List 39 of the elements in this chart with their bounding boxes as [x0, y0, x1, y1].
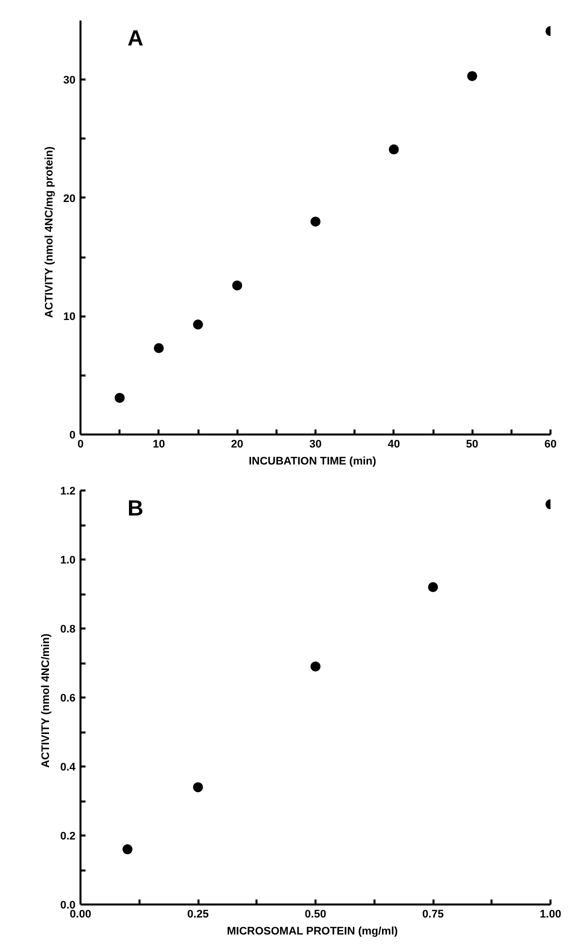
y-tick-label: 1.2: [60, 486, 76, 498]
x-tick-label: 20: [231, 438, 244, 450]
y-tick-label: 0.4: [60, 762, 76, 774]
x-tick-label: 0.75: [422, 908, 444, 920]
x-tick-label: 40: [388, 438, 400, 450]
y-tick-label: 0.8: [60, 624, 76, 636]
x-tick-label: 60: [544, 438, 557, 450]
point: [122, 844, 132, 854]
x-tick-label: 1.00: [540, 908, 562, 920]
point: [310, 661, 320, 672]
y-tick-label: 20: [63, 192, 76, 205]
point: [388, 144, 399, 154]
y-axis-title: ACTIVITY (nmol 4NC/min): [40, 633, 52, 768]
x-tick-label: 30: [309, 438, 322, 450]
point: [310, 216, 320, 227]
point: [114, 392, 125, 403]
point: [193, 320, 203, 330]
x-axis-title: INCUBATION TIME (min): [248, 456, 377, 468]
y-tick-label: 0: [69, 430, 76, 442]
x-tick-label: 0.25: [187, 908, 209, 920]
x-tick-label: 10: [152, 438, 165, 450]
y-tick-label: 1.0: [60, 554, 76, 566]
x-axis-title: MICROSOMAL PROTEIN (mg/ml): [226, 926, 398, 938]
point: [232, 280, 242, 290]
y-axis-title: ACTIVITY (nmol 4NC/mg protein): [43, 146, 56, 318]
x-tick-label: 0.50: [304, 908, 326, 920]
y-tick-label: 10: [63, 311, 76, 324]
y-tick-label: 0.6: [60, 692, 76, 704]
point: [428, 582, 438, 592]
chart-title: B: [128, 496, 144, 520]
y-tick-label: 30: [63, 74, 76, 87]
y-tick-label: 0.2: [60, 830, 76, 842]
x-tick-label: 0.00: [70, 908, 92, 920]
point: [467, 71, 478, 82]
x-tick-label: 50: [466, 438, 478, 450]
point: [154, 343, 164, 354]
point: [193, 782, 203, 792]
chart-title: A: [128, 26, 144, 50]
x-tick-label: 0: [77, 438, 84, 450]
